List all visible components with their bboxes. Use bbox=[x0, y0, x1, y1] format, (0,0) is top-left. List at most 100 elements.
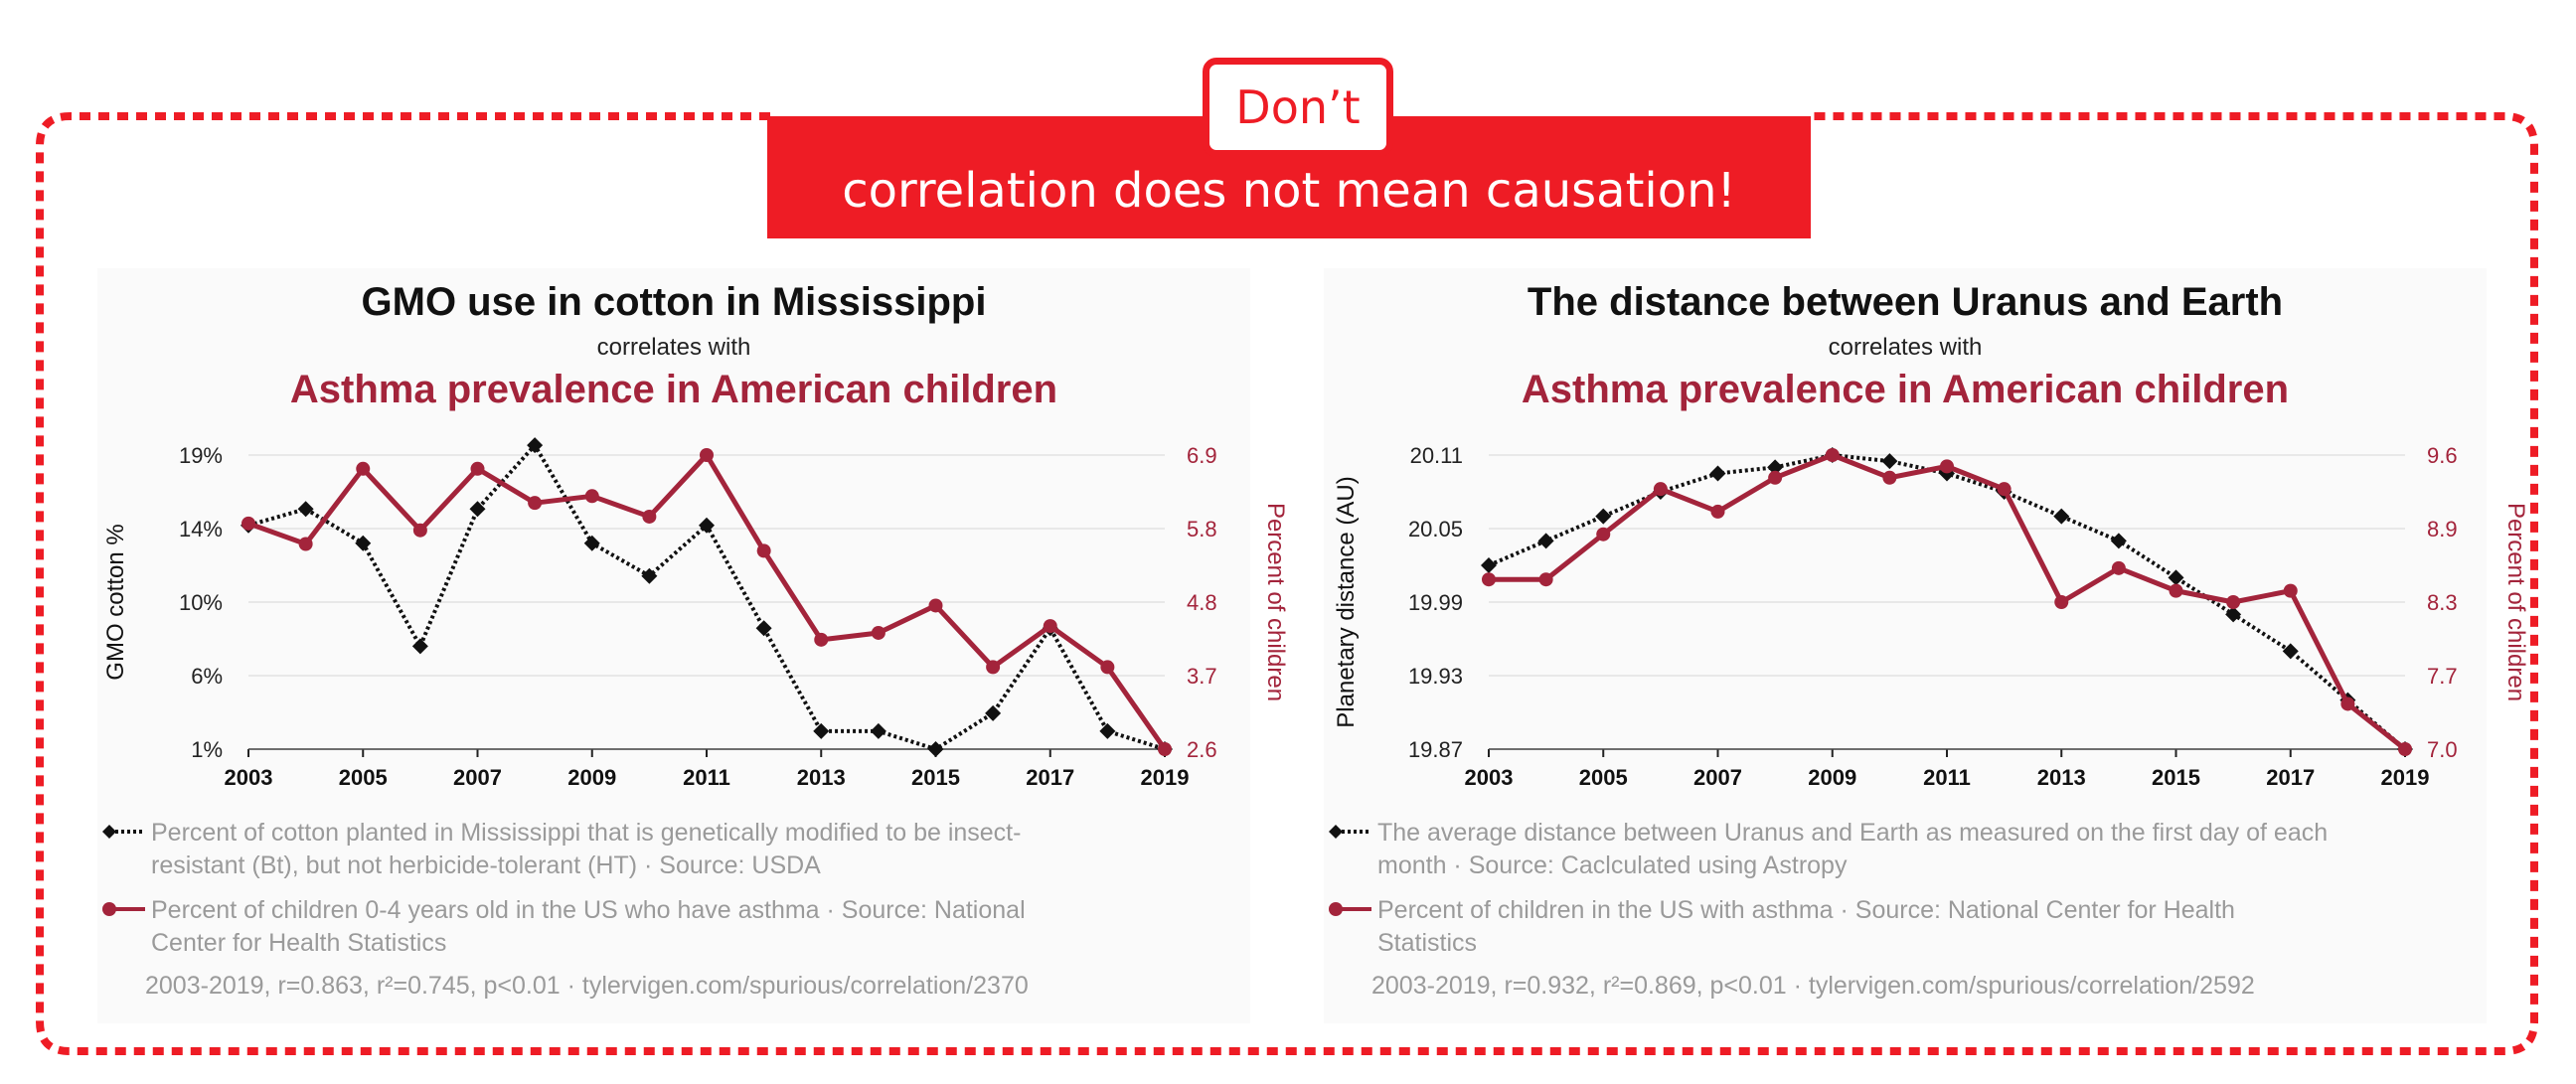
x-tick-label: 2019 bbox=[1141, 765, 1190, 790]
data-point-diamond bbox=[411, 638, 428, 655]
y-tick-label-left: 6% bbox=[191, 664, 223, 689]
y-tick-label-right: 6.9 bbox=[1187, 443, 1217, 468]
data-point-circle bbox=[756, 543, 771, 558]
y-tick-label-left: 20.11 bbox=[1410, 443, 1463, 468]
y-tick-label-left: 19.93 bbox=[1408, 664, 1463, 689]
data-point-circle bbox=[2398, 742, 2412, 756]
data-point-diamond bbox=[870, 722, 886, 739]
data-point-circle bbox=[1158, 742, 1172, 756]
data-point-circle bbox=[1100, 660, 1115, 675]
x-tick-label: 2009 bbox=[567, 765, 616, 790]
data-point-diamond bbox=[1767, 459, 1784, 476]
data-point-circle bbox=[1882, 470, 1897, 485]
chart-title: GMO use in cotton in Mississippi bbox=[361, 280, 987, 324]
data-point-circle bbox=[2340, 697, 2355, 711]
correlation-stats: 2003-2019, r=0.863, r²=0.745, p<0.01 · t… bbox=[145, 972, 1029, 1000]
data-point-diamond bbox=[985, 704, 1002, 721]
data-point-circle bbox=[871, 625, 886, 640]
data-point-circle bbox=[928, 598, 943, 613]
data-point-diamond bbox=[641, 567, 658, 584]
data-point-diamond bbox=[2225, 606, 2242, 623]
y-tick-label-right: 5.8 bbox=[1187, 517, 1217, 542]
x-tick-label: 2007 bbox=[1693, 765, 1742, 790]
data-point-diamond bbox=[813, 722, 830, 739]
x-tick-label: 2017 bbox=[2266, 765, 2315, 790]
chart-title: The distance between Uranus and Earth bbox=[1527, 280, 2284, 324]
y-tick-label-left: 1% bbox=[191, 737, 223, 762]
legend-diamond-marker bbox=[1329, 825, 1371, 839]
y-tick-label-right: 7.7 bbox=[2427, 664, 2458, 689]
data-point-circle bbox=[1538, 572, 1553, 587]
x-tick-label: 2015 bbox=[911, 765, 960, 790]
data-point-circle bbox=[2226, 595, 2241, 609]
data-point-circle bbox=[356, 461, 371, 476]
data-point-circle bbox=[1482, 572, 1496, 587]
y-tick-label-left: 10% bbox=[179, 590, 223, 615]
x-tick-label: 2011 bbox=[1923, 765, 1971, 790]
legend-text: Percent of cotton planted in Mississippi… bbox=[151, 819, 1022, 879]
data-point-diamond bbox=[355, 535, 372, 551]
dont-label: Don’t bbox=[1235, 80, 1361, 134]
data-point-circle bbox=[1768, 470, 1783, 485]
y-tick-label-right: 4.8 bbox=[1187, 590, 1217, 615]
legend-text: Percent of children in the US with asthm… bbox=[1377, 896, 2235, 957]
chart-panel-gmo: GMO use in cotton in Mississippi correla… bbox=[97, 268, 1289, 1023]
y-tick-label-right: 8.9 bbox=[2427, 517, 2458, 542]
data-point-circle bbox=[242, 516, 255, 531]
y-tick-label-left: 19.99 bbox=[1408, 590, 1463, 615]
line-chart-gmo: 19% 6.9 14% 5.8 10% 4.8 6% 3.7 1% 2.6 2003 2005 2007… bbox=[102, 437, 1289, 790]
y-tick-label-left: 19% bbox=[179, 443, 223, 468]
chart-subtitle: correlates with bbox=[1828, 334, 1983, 361]
chart-title-secondary: Asthma prevalence in American children bbox=[1521, 368, 2290, 411]
legend-item-black-series: The average distance between Uranus and … bbox=[1328, 817, 2401, 882]
chart-title-secondary: Asthma prevalence in American children bbox=[289, 368, 1058, 411]
data-point-diamond bbox=[1595, 508, 1612, 525]
y-tick-label-left: 19.87 bbox=[1408, 737, 1463, 762]
y-tick-label-left: 20.05 bbox=[1408, 517, 1463, 542]
x-tick-label: 2017 bbox=[1026, 765, 1074, 790]
data-point-diamond bbox=[1481, 557, 1497, 573]
data-point-circle bbox=[1043, 619, 1057, 634]
y-axis-title-left: Planetary distance (AU) bbox=[1333, 476, 1360, 727]
y-axis-title-right: Percent of children bbox=[2502, 503, 2529, 701]
chart-panel-uranus: The distance between Uranus and Earth co… bbox=[1324, 268, 2529, 1023]
x-tick-label: 2011 bbox=[683, 765, 730, 790]
line-chart-uranus: 20.11 9.6 20.05 8.9 19.99 8.3 19.93 7.7 19.87 7.0… bbox=[1333, 443, 2529, 790]
legend-text: Percent of children 0-4 years old in the… bbox=[151, 896, 1026, 957]
legend-item-red-series: Percent of children in the US with asthm… bbox=[1328, 894, 2322, 960]
legend-circle-marker bbox=[1329, 902, 1371, 916]
chart-subtitle: correlates with bbox=[596, 334, 751, 361]
x-tick-label: 2009 bbox=[1808, 765, 1856, 790]
x-tick-label: 2019 bbox=[2381, 765, 2430, 790]
y-tick-label-right: 7.0 bbox=[2427, 737, 2458, 762]
data-point-diamond bbox=[2110, 533, 2127, 549]
legend-item-red-series: Percent of children 0-4 years old in the… bbox=[101, 894, 1095, 960]
data-point-circle bbox=[528, 496, 543, 511]
x-tick-label: 2013 bbox=[797, 765, 846, 790]
legend-item-black-series: Percent of cotton planted in Mississippi… bbox=[101, 817, 1095, 882]
data-point-circle bbox=[1596, 527, 1611, 542]
x-tick-label: 2003 bbox=[225, 765, 273, 790]
banner-message: correlation does not mean causation! bbox=[842, 163, 1736, 219]
data-point-diamond bbox=[1709, 465, 1726, 482]
data-point-diamond bbox=[1537, 533, 1554, 549]
data-point-circle bbox=[2283, 583, 2298, 598]
y-tick-label-right: 9.6 bbox=[2427, 443, 2458, 468]
data-point-circle bbox=[2169, 583, 2183, 598]
data-point-circle bbox=[2054, 595, 2069, 609]
y-tick-label-right: 2.6 bbox=[1187, 737, 1217, 762]
x-tick-label: 2007 bbox=[453, 765, 502, 790]
x-tick-label: 2015 bbox=[2152, 765, 2200, 790]
correlation-stats: 2003-2019, r=0.932, r²=0.869, p<0.01 · t… bbox=[1371, 972, 2255, 1000]
data-point-circle bbox=[412, 523, 427, 538]
data-point-diamond bbox=[527, 437, 544, 454]
data-point-diamond bbox=[469, 501, 486, 518]
legend-circle-marker bbox=[102, 902, 145, 916]
causation-banner: correlation does not mean causation! bbox=[767, 116, 1811, 238]
legend-diamond-marker bbox=[102, 825, 145, 839]
data-point-diamond bbox=[699, 517, 715, 534]
data-point-diamond bbox=[583, 535, 600, 551]
y-tick-label-right: 3.7 bbox=[1187, 664, 1217, 689]
y-axis-title-right: Percent of children bbox=[1262, 503, 1289, 701]
